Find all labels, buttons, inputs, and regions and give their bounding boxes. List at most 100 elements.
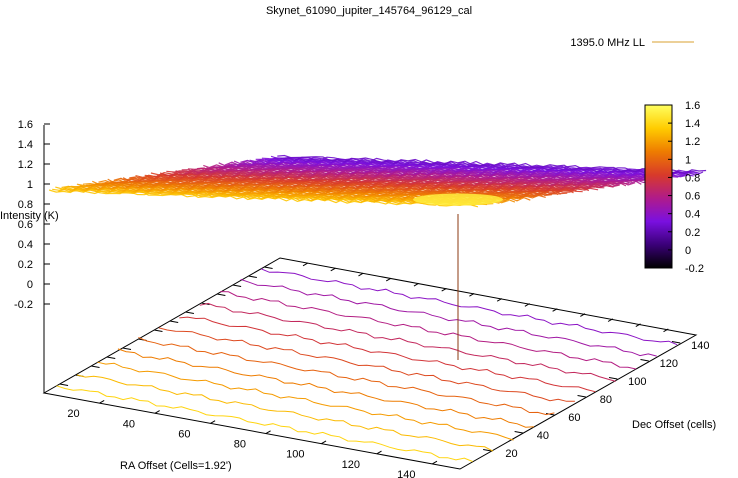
z-tick-label: 0.4 [18,239,33,251]
z-tick-label: 0.8 [18,199,33,211]
back-y-tick [232,284,242,288]
colorbar-tick-label: 0.2 [685,227,700,239]
y-tick [608,376,618,380]
back-x-tick [413,282,419,287]
legend-label: 1395.0 MHz LL [570,37,645,49]
base-plane-outline [42,257,698,470]
x-tick-label: 140 [397,469,415,478]
y-tick [514,430,524,434]
surface-row [227,162,654,182]
y-tick-label: 20 [505,448,517,460]
back-y-tick [169,320,179,324]
contour-line [240,278,657,357]
z-tick-label: 1 [27,179,33,191]
z-tick-label: 0.6 [18,219,33,231]
peak-highlight [413,193,503,206]
z-tick-label: 1.6 [18,119,33,131]
surface-row [55,186,482,206]
y-tick-label: 120 [660,358,678,370]
surface-row [175,170,602,190]
back-y-tick [154,329,163,333]
contour-line [179,316,596,393]
contour-layer [56,268,678,462]
y-axis-label: Dec Offset (cells) [632,419,716,431]
surface-row [48,188,476,207]
x-tick-label: 60 [178,428,190,440]
x-tick-label: 80 [234,439,246,451]
colorbar-tick-label: 0.6 [685,191,700,203]
back-x-tick [552,308,558,312]
colorbar-gradient [644,104,673,269]
z-axis-label: Intensity (K) [0,210,59,222]
back-y-tick [59,383,69,387]
colorbar-tick-label: 1 [685,154,691,166]
colorbar-tick-label: 1.2 [685,136,700,148]
x-tick-label: 20 [67,408,79,420]
back-y-tick [248,275,257,279]
z-tick-label: -0.2 [14,299,33,311]
contour-line [260,268,678,346]
surface-row [280,156,707,175]
surface-row [197,167,623,187]
x-tick [321,440,327,445]
surface-row [212,164,639,185]
y-tick-layer: 20 40 60 80 100 120 140 [59,266,709,460]
back-y-tick [264,266,273,270]
x-tick [154,410,160,414]
back-y-tick [122,347,132,351]
surface-row [233,160,660,181]
surface-row [129,176,556,197]
contour-line [97,361,514,441]
x-tick-label: 40 [123,418,135,430]
back-y-tick [185,311,195,315]
x-tick-layer: 20 40 60 80 100 120 140 [67,262,669,478]
back-x-tick [302,262,308,267]
contour-line [56,385,473,462]
back-x-tick [358,272,364,277]
x-tick [376,450,382,455]
z-tick-label: 1.2 [18,159,33,171]
surface-row [249,159,676,179]
contour-line [138,336,555,416]
colorbar-tick-label: 0.8 [685,172,700,184]
contour-line [76,374,494,452]
back-x-tick [524,303,530,307]
y-tick-label: 80 [600,394,612,406]
y-tick-label: 60 [568,412,580,424]
z-tick-layer: 1.6 1.4 1.2 1 0.8 0.6 0.4 0.2 0 -0.2 [14,119,50,311]
surface-row [159,172,586,192]
y-tick [671,340,681,344]
back-x-tick [580,313,586,317]
z-tick-label: 0 [27,279,33,291]
y-tick-label: 100 [628,376,646,388]
colorbar-tick-label: 1.4 [685,118,700,130]
base-plane: 20 40 60 80 100 120 140 20 40 60 80 100 120 140 RA O… [42,257,716,478]
colorbar-tick-label: 1.6 [685,100,700,112]
contour-line [199,302,616,382]
x-axis-label: RA Offset (Cells=1.92') [120,460,232,472]
y-tick-label: 140 [691,340,709,352]
z-tick-label: 1.4 [18,139,33,151]
back-x-tick [607,318,614,322]
surface-row [255,158,682,178]
x-tick-label: 100 [286,449,304,461]
x-tick-label: 120 [342,459,360,471]
x-tick [210,420,216,424]
colorbar-tick-label: -0.2 [685,263,704,275]
back-x-tick [635,323,641,328]
x-tick [432,460,438,465]
back-y-tick [216,293,226,297]
back-y-tick [106,356,116,360]
back-x-tick [663,328,669,333]
colorbar-tick-layer: 1.6 1.4 1.2 1 0.8 0.6 0.4 0.2 0 -0.2 [668,100,704,275]
back-x-tick [330,267,336,272]
surface-row [270,155,697,177]
colorbar-tick-label: 0.4 [685,209,700,221]
x-tick [99,399,105,404]
back-x-tick [469,293,475,297]
colorbar-tick-label: 0 [685,245,691,257]
y-tick [577,394,586,398]
y-tick-label: 40 [537,430,549,442]
surface-row [181,169,608,189]
